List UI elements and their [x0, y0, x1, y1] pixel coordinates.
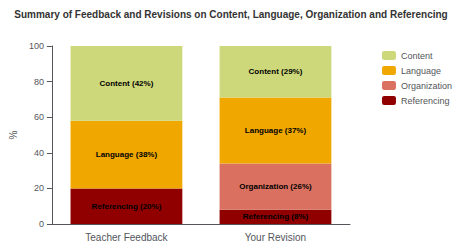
svg-text:Language (38%): Language (38%): [96, 150, 158, 159]
svg-text:Your Revision: Your Revision: [245, 232, 306, 243]
svg-text:60: 60: [34, 112, 44, 122]
svg-text:Content (29%): Content (29%): [249, 67, 303, 76]
svg-text:100: 100: [29, 41, 44, 51]
svg-text:80: 80: [34, 77, 44, 87]
svg-text:Organization (26%): Organization (26%): [239, 182, 312, 191]
svg-text:Teacher Feedback: Teacher Feedback: [85, 232, 168, 243]
svg-text:0: 0: [39, 219, 44, 229]
svg-text:40: 40: [34, 148, 44, 158]
svg-text:Content: Content: [401, 51, 433, 61]
svg-text:Language: Language: [401, 66, 441, 76]
svg-text:20: 20: [34, 183, 44, 193]
svg-text:Content (42%): Content (42%): [100, 79, 154, 88]
svg-text:Language (37%): Language (37%): [245, 126, 307, 135]
svg-text:Organization: Organization: [401, 81, 452, 91]
svg-text:Summary of Feedback and Revisi: Summary of Feedback and Revisions on Con…: [14, 9, 447, 20]
svg-text:Referencing (20%): Referencing (20%): [92, 202, 162, 211]
svg-text:%: %: [8, 130, 19, 139]
svg-text:Referencing (8%): Referencing (8%): [243, 212, 309, 221]
svg-text:Referencing: Referencing: [401, 96, 450, 106]
